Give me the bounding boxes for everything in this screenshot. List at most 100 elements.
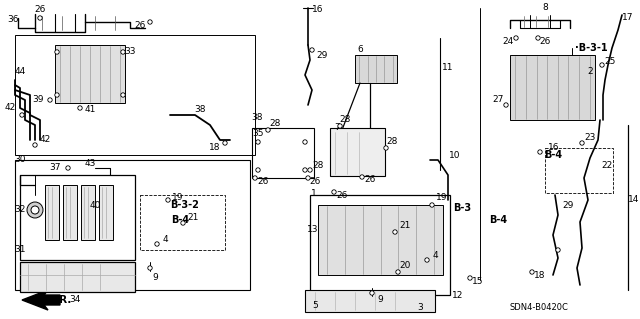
Circle shape: [121, 50, 125, 54]
Circle shape: [256, 168, 260, 172]
Text: 11: 11: [442, 63, 454, 72]
Bar: [63, 185, 77, 240]
Text: 44: 44: [14, 68, 26, 77]
Circle shape: [332, 190, 336, 194]
Circle shape: [530, 270, 534, 274]
Text: B-4: B-4: [544, 150, 562, 160]
Circle shape: [256, 140, 260, 144]
Text: 38: 38: [252, 114, 263, 122]
Text: 28: 28: [269, 120, 281, 129]
Circle shape: [33, 143, 37, 147]
Text: 3: 3: [417, 303, 423, 313]
Circle shape: [536, 36, 540, 40]
Text: SDN4-B0420C: SDN4-B0420C: [510, 303, 569, 313]
Text: 2: 2: [587, 68, 593, 77]
Text: 26: 26: [336, 190, 348, 199]
Text: 14: 14: [628, 196, 640, 204]
Text: FR.: FR.: [52, 295, 72, 305]
Text: 37: 37: [49, 164, 61, 173]
Circle shape: [580, 141, 584, 145]
Circle shape: [20, 113, 24, 117]
Circle shape: [78, 106, 82, 110]
Text: 7: 7: [334, 123, 340, 132]
Text: 42: 42: [40, 136, 51, 145]
Text: 29: 29: [316, 50, 328, 60]
Bar: [510, 55, 595, 120]
Text: 9: 9: [377, 295, 383, 305]
Bar: [318, 205, 443, 275]
Text: 38: 38: [195, 106, 205, 115]
Circle shape: [396, 270, 400, 274]
Bar: [305, 290, 435, 312]
Text: 4: 4: [432, 250, 438, 259]
Text: B-3: B-3: [453, 203, 471, 213]
Text: 16: 16: [312, 5, 324, 14]
Text: 32: 32: [14, 205, 26, 214]
Circle shape: [166, 198, 170, 202]
Bar: [355, 55, 397, 83]
Bar: [20, 262, 135, 292]
Circle shape: [55, 93, 60, 97]
Text: 13: 13: [307, 226, 319, 234]
Text: 33: 33: [124, 48, 136, 56]
Text: 12: 12: [452, 291, 464, 300]
Bar: [545, 148, 613, 193]
Bar: [15, 35, 255, 155]
Text: 19: 19: [436, 194, 448, 203]
Text: 5: 5: [312, 300, 318, 309]
Text: 39: 39: [32, 95, 44, 105]
Text: 4: 4: [162, 235, 168, 244]
Text: 26: 26: [540, 38, 550, 47]
Text: 28: 28: [387, 137, 397, 146]
Circle shape: [600, 63, 604, 67]
Text: 18: 18: [534, 271, 546, 279]
Circle shape: [266, 128, 270, 132]
Circle shape: [310, 48, 314, 52]
Text: 16: 16: [548, 144, 559, 152]
Text: 43: 43: [84, 159, 96, 167]
Text: 18: 18: [209, 144, 221, 152]
Circle shape: [430, 203, 434, 207]
Bar: [99, 185, 113, 240]
Text: 28: 28: [312, 160, 324, 169]
Text: 6: 6: [357, 46, 363, 55]
Text: 26: 26: [134, 20, 146, 29]
Circle shape: [253, 176, 257, 180]
Text: 42: 42: [4, 103, 15, 113]
Circle shape: [181, 221, 185, 225]
Text: 25: 25: [604, 57, 616, 66]
Bar: [20, 175, 135, 260]
Circle shape: [148, 20, 152, 24]
Text: 1: 1: [311, 189, 317, 197]
Circle shape: [31, 206, 39, 214]
Bar: [45, 185, 59, 240]
Text: 29: 29: [563, 201, 573, 210]
Circle shape: [425, 258, 429, 262]
Circle shape: [538, 150, 542, 154]
Circle shape: [148, 266, 152, 270]
Circle shape: [556, 248, 560, 252]
Text: 26: 26: [257, 177, 269, 187]
Text: 26: 26: [364, 175, 376, 184]
Text: 30: 30: [14, 155, 26, 165]
Text: 17: 17: [622, 13, 634, 23]
Circle shape: [504, 103, 508, 107]
Text: 21: 21: [188, 213, 198, 222]
Text: 21: 21: [399, 220, 411, 229]
Circle shape: [48, 98, 52, 102]
Text: 31: 31: [14, 246, 26, 255]
Circle shape: [303, 140, 307, 144]
Circle shape: [384, 146, 388, 150]
Bar: [310, 195, 450, 295]
Circle shape: [308, 168, 312, 172]
Circle shape: [223, 141, 227, 145]
Text: 26: 26: [309, 177, 321, 187]
Text: 8: 8: [542, 4, 548, 12]
Circle shape: [306, 176, 310, 180]
Text: B-4: B-4: [171, 215, 189, 225]
Text: B-3-2: B-3-2: [171, 200, 200, 210]
Text: ·B-3-1: ·B-3-1: [575, 43, 607, 53]
Circle shape: [370, 291, 374, 295]
Text: 34: 34: [69, 295, 81, 305]
Bar: [252, 128, 314, 178]
